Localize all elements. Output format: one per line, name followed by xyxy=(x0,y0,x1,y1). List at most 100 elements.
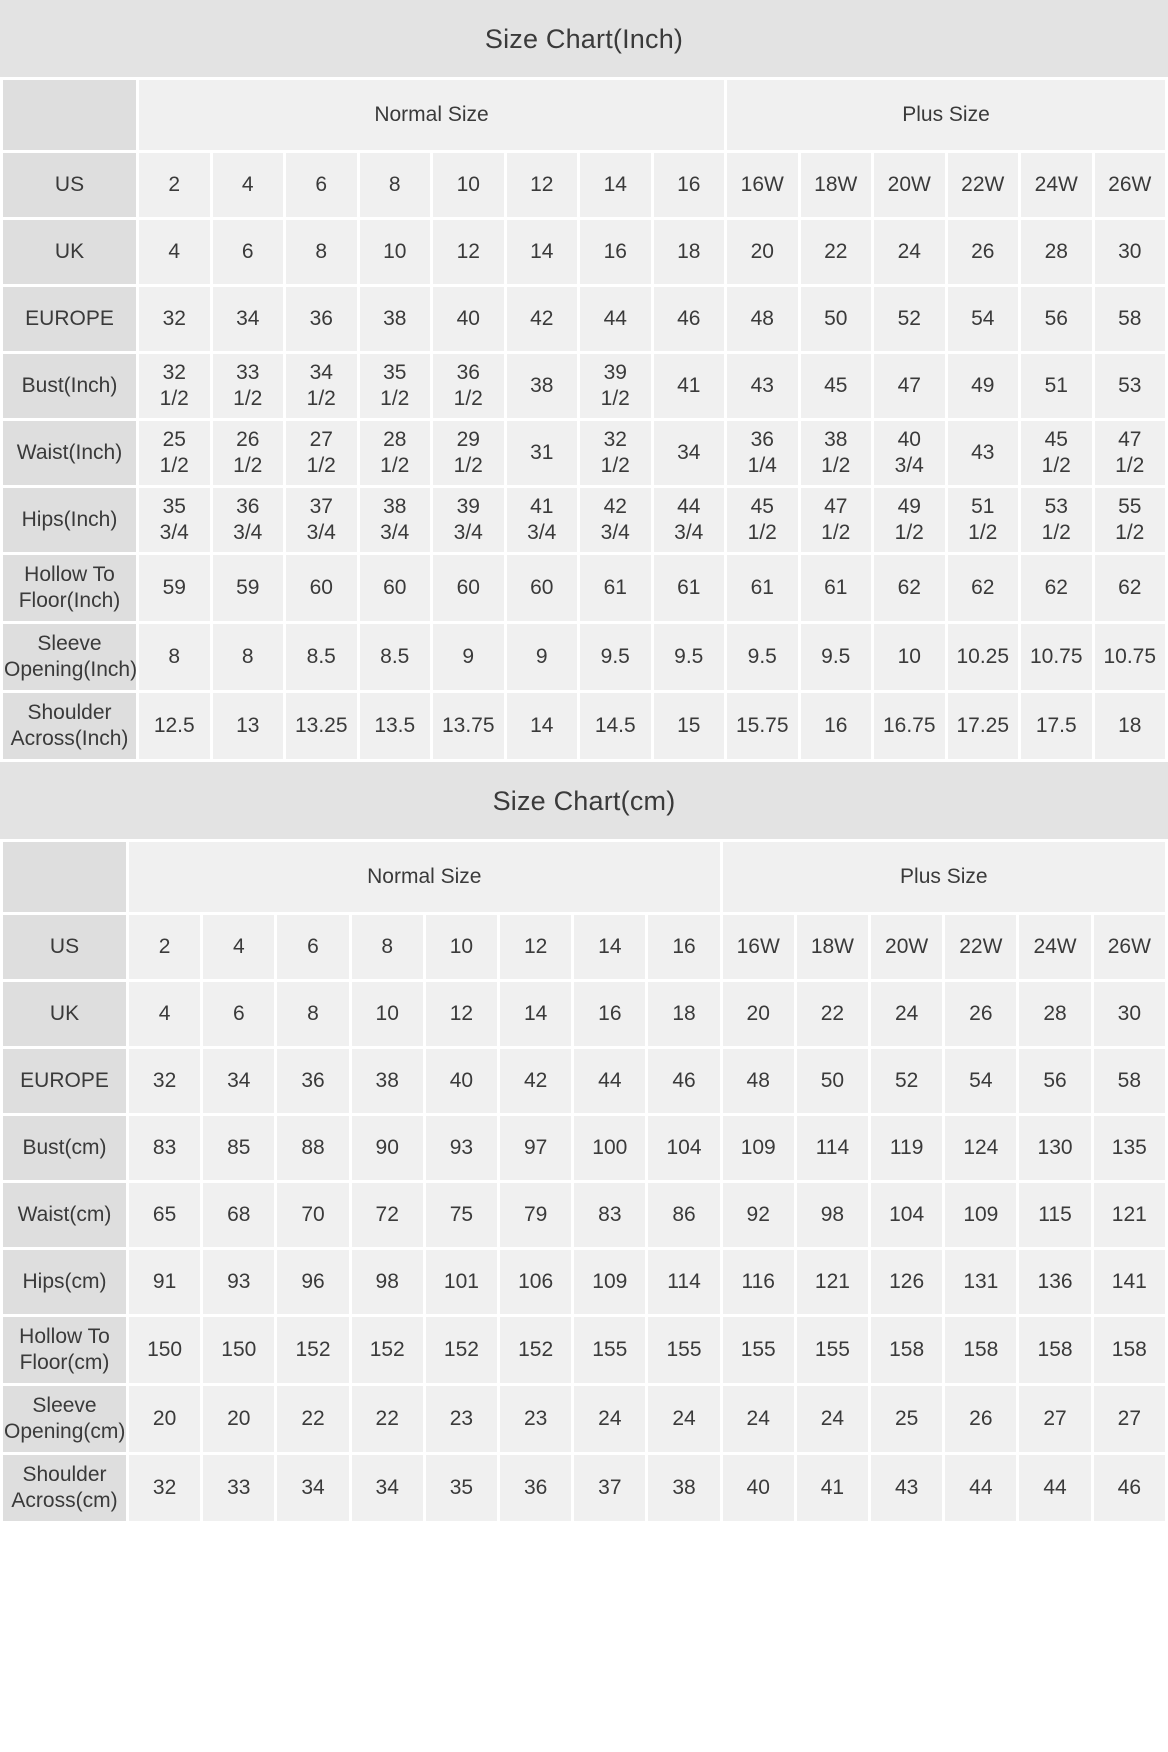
table-cell: 44 xyxy=(1019,1455,1091,1521)
table-cell: 26 1/2 xyxy=(212,421,283,485)
row-label: Hips(Inch) xyxy=(3,488,136,552)
table-cell: 6 xyxy=(286,153,357,217)
row-label: EUROPE xyxy=(3,1049,126,1113)
table-cell: 59 xyxy=(212,555,283,621)
table-cell: 32 xyxy=(139,287,210,351)
table-cell: 115 xyxy=(1019,1183,1091,1247)
table-cell: 18 xyxy=(1094,693,1165,759)
table-cell: 9.5 xyxy=(800,624,871,690)
table-cell: 32 xyxy=(129,1049,201,1113)
table-cell: 14 xyxy=(506,693,577,759)
table-cell: 22 xyxy=(796,982,869,1046)
table-cell: 22 xyxy=(351,1386,423,1452)
table-cell: 27 xyxy=(1019,1386,1091,1452)
table-cell: 36 1/4 xyxy=(727,421,798,485)
table-cell: 14 xyxy=(500,982,572,1046)
table-cell: 109 xyxy=(945,1183,1017,1247)
table-cell: 131 xyxy=(945,1250,1017,1314)
table-cell: 13 xyxy=(212,693,283,759)
table-cell: 55 1/2 xyxy=(1094,488,1165,552)
table-cell: 58 xyxy=(1094,287,1165,351)
table-cell: 56 xyxy=(1019,1049,1091,1113)
table-cell: 10 xyxy=(433,153,504,217)
table-cell: 53 1/2 xyxy=(1021,488,1092,552)
table-cell: 75 xyxy=(425,1183,498,1247)
table-cell: 24 xyxy=(574,1386,646,1452)
table-cell: 24W xyxy=(1021,153,1092,217)
table-cell: 24 xyxy=(874,220,945,284)
table-cell: 16 xyxy=(574,982,646,1046)
table-cell: 8 xyxy=(277,982,349,1046)
table-cell: 9 xyxy=(433,624,504,690)
table-cell: 158 xyxy=(1093,1317,1165,1383)
table-cell: 26W xyxy=(1094,153,1165,217)
table-cell: 36 xyxy=(286,287,357,351)
table-row: Waist(cm) 65 68 70 72 75 79 83 86 92 98 104 109 115 12… xyxy=(3,1183,1165,1247)
table-cell: 20 xyxy=(129,1386,201,1452)
row-label: Sleeve Opening(cm) xyxy=(3,1386,126,1452)
table-cell: 16 xyxy=(653,153,724,217)
table-cell: 22W xyxy=(945,915,1017,979)
table-cell: 114 xyxy=(648,1250,720,1314)
table-cell: 36 3/4 xyxy=(212,488,283,552)
table-cell: 12 xyxy=(500,915,572,979)
table-cell: 6 xyxy=(277,915,349,979)
table-cell: 62 xyxy=(1094,555,1165,621)
table-cell: 52 xyxy=(874,287,945,351)
table-cell: 32 xyxy=(129,1455,201,1521)
table-cell: 65 xyxy=(129,1183,201,1247)
table-cell: 72 xyxy=(351,1183,423,1247)
table-cell: 8 xyxy=(212,624,283,690)
table-cell: 49 xyxy=(947,354,1018,418)
table-cell: 18W xyxy=(800,153,871,217)
table-cell: 34 xyxy=(277,1455,349,1521)
table-cell: 12.5 xyxy=(139,693,210,759)
group-header-normal-size: Normal Size xyxy=(129,842,720,912)
table-cell: 25 1/2 xyxy=(139,421,210,485)
table-cell: 10 xyxy=(351,982,423,1046)
table-cell: 40 xyxy=(425,1049,498,1113)
table-cell: 114 xyxy=(796,1116,869,1180)
table-cell: 47 1/2 xyxy=(800,488,871,552)
table-cell: 43 xyxy=(727,354,798,418)
table-cell: 22 xyxy=(800,220,871,284)
table-cell: 62 xyxy=(874,555,945,621)
row-label: UK xyxy=(3,982,126,1046)
table-row: US 2 4 6 8 10 12 14 16 16W 18W 20W 22W 24W 26W xyxy=(3,915,1165,979)
table-cell: 155 xyxy=(574,1317,646,1383)
table-cell: 32 1/2 xyxy=(580,421,651,485)
table-cell: 38 1/2 xyxy=(800,421,871,485)
table-cell: 10.75 xyxy=(1094,624,1165,690)
table-cell: 91 xyxy=(129,1250,201,1314)
table-cell: 4 xyxy=(129,982,201,1046)
table-cell: 121 xyxy=(796,1250,869,1314)
row-label: Bust(cm) xyxy=(3,1116,126,1180)
table-cell: 12 xyxy=(433,220,504,284)
table-cell: 96 xyxy=(277,1250,349,1314)
table-cell: 44 xyxy=(945,1455,1017,1521)
table-cell: 93 xyxy=(425,1116,498,1180)
table-cell: 58 xyxy=(1093,1049,1165,1113)
table-cell: 14.5 xyxy=(580,693,651,759)
size-table: Normal Size Plus Size US 2 4 6 8 10 12 14 16 16W 18W… xyxy=(0,77,1168,762)
table-cell: 9.5 xyxy=(727,624,798,690)
table-cell: 116 xyxy=(722,1250,794,1314)
table-cell: 8.5 xyxy=(286,624,357,690)
table-cell: 88 xyxy=(277,1116,349,1180)
table-cell: 130 xyxy=(1019,1116,1091,1180)
table-cell: 60 xyxy=(433,555,504,621)
table-cell: 44 xyxy=(574,1049,646,1113)
table-cell: 12 xyxy=(425,982,498,1046)
table-cell: 150 xyxy=(129,1317,201,1383)
table-cell: 9 xyxy=(506,624,577,690)
table-cell: 8.5 xyxy=(359,624,430,690)
table-cell: 23 xyxy=(500,1386,572,1452)
table-row: Shoulder Across(cm) 32 33 34 34 35 36 37 38 40 41 4… xyxy=(3,1455,1165,1521)
table-cell: 20W xyxy=(871,915,943,979)
table-cell: 30 xyxy=(1093,982,1165,1046)
table-cell: 100 xyxy=(574,1116,646,1180)
table-cell: 101 xyxy=(425,1250,498,1314)
table-cell: 48 xyxy=(727,287,798,351)
table-cell: 155 xyxy=(648,1317,720,1383)
table-cell: 20 xyxy=(203,1386,275,1452)
